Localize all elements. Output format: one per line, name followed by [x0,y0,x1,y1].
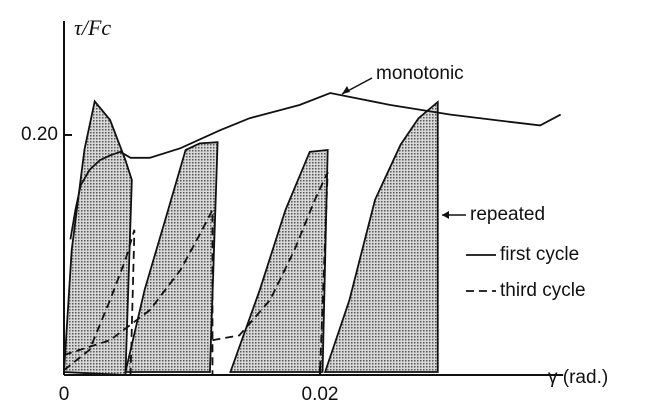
legend-label: first cycle [500,244,579,265]
hysteresis-loop [323,100,439,373]
hysteresis-loop [124,141,219,373]
series-line [69,92,562,240]
x-tick-label: 0.02 [302,384,339,405]
hysteresis-loop [63,99,133,376]
y-axis-label: τ/Fc [74,15,111,40]
annotation: repeated [470,204,545,225]
hysteresis-loop [229,149,329,373]
y-tick-label: 0.20 [21,124,58,145]
legend-label: third cycle [500,280,586,301]
x-axis-label: γ (rad.) [548,367,608,388]
series-line [63,171,329,376]
arrow-head [342,86,350,94]
arrow-head [442,211,449,219]
x-tick-label: 0 [59,384,70,405]
series-label: monotonic [376,63,464,84]
